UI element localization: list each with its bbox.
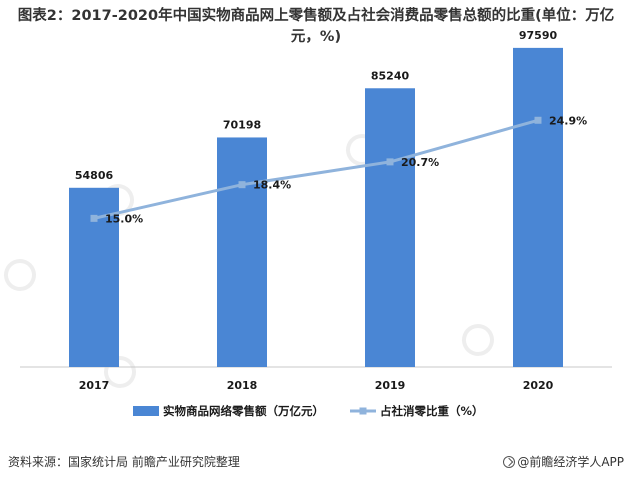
line-layer (90, 116, 542, 222)
legend-bar-label: 实物商品网络零售额（万亿元） (163, 404, 324, 418)
line-value-label: 18.4% (253, 179, 291, 192)
line-point-2020 (534, 116, 542, 124)
line-value-label: 24.9% (549, 114, 587, 127)
labels-layer: 54806 2017 70198 2018 85240 2019 97590 2020 15.0… (75, 29, 587, 392)
legend-line-marker (359, 407, 367, 415)
legend-line-label: 占社消零比重（%） (380, 404, 484, 418)
bar-value-label: 70198 (223, 118, 261, 131)
bars-layer (69, 47, 563, 367)
chart-title: 图表2：2017-2020年中国实物商品网上零售额及占社会消费品零售总额的比重(… (17, 8, 615, 45)
bar-value-label: 97590 (519, 29, 558, 42)
brand-logo-icon (503, 456, 516, 468)
bar-value-label: 85240 (371, 69, 410, 82)
source-note: 资料来源：国家统计局 前瞻产业研究院整理 (8, 455, 240, 469)
line-series-ratio (93, 118, 539, 220)
bar-2020 (513, 47, 563, 367)
legend-bar-swatch (133, 406, 159, 416)
x-tick-label: 2020 (523, 379, 554, 392)
x-tick-label: 2017 (79, 379, 110, 392)
x-tick-label: 2019 (375, 379, 406, 392)
x-tick-label: 2018 (227, 379, 258, 392)
bar-2019 (365, 88, 415, 367)
line-value-label: 15.0% (105, 212, 143, 225)
line-point-2018 (238, 181, 246, 189)
brand-credit: @前瞻经济学人APP (503, 453, 624, 470)
line-point-2019 (386, 158, 394, 166)
brand-text: @前瞻经济学人APP (517, 455, 624, 469)
bar-value-label: 54806 (75, 169, 114, 182)
line-value-label: 20.7% (401, 156, 439, 169)
bar-2018 (217, 137, 267, 367)
line-point-2017 (90, 214, 98, 222)
legend: 实物商品网络零售额（万亿元） 占社消零比重（%） (133, 404, 484, 418)
